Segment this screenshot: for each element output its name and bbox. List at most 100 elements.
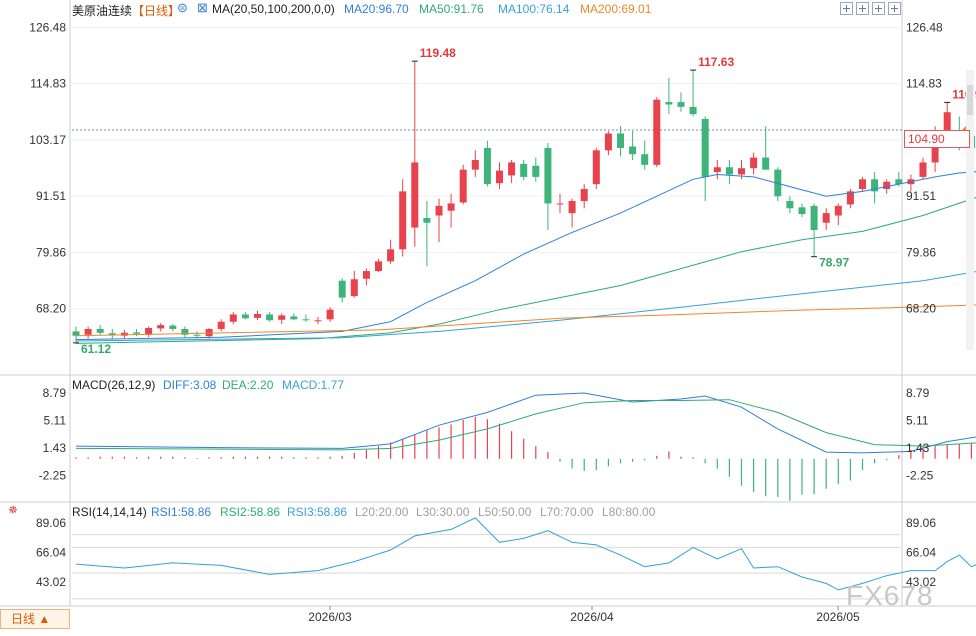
candle-body [496,170,503,184]
price-tick-right: 126.48 [906,20,943,34]
candle-body [181,328,189,335]
candle-body [157,325,165,329]
macd-tick-right: 5.11 [906,414,929,428]
macd-tick-left: -2.25 [39,469,67,483]
candle-body [459,169,467,203]
extreme-label: 117.63 [698,55,734,69]
candle-body [375,261,382,272]
candle-body [556,203,564,205]
candle-body [665,102,673,105]
settings-icon-ma[interactable]: ⊜ [177,0,188,15]
ma100-value: MA100:76.14 [498,2,570,16]
x-tick-label: 2026/04 [570,610,614,624]
candle-body [617,133,624,148]
candle-body [810,205,818,230]
candle-body [786,201,794,209]
price-tick-left: 91.51 [36,189,66,203]
rsi-tick-right: 43.02 [906,575,936,589]
candle-body [725,167,733,175]
candle-body [677,102,685,107]
candle-body [834,205,842,216]
x-tick-label: 2026/03 [308,610,352,624]
candle-body [641,154,649,165]
rsi-tick-left: 89.06 [36,516,66,530]
candle-body [145,328,153,335]
rsi-level-20: L20:20.00 [355,505,409,519]
rsi-tick-right: 89.06 [906,516,936,530]
candle-body [435,205,443,216]
crosshair-icon[interactable] [840,2,853,15]
ma200-value: MA200:69.01 [580,2,652,16]
candle-body [447,203,455,211]
price-tick-right: 68.20 [906,302,936,316]
candle-body [701,118,709,177]
rsi2-value: RSI2:58.86 [220,505,281,519]
candle-body [919,162,927,177]
price-tick-right: 91.51 [906,189,936,203]
candle-body [399,191,407,250]
candle-body [350,279,358,297]
price-tick-left: 79.86 [36,245,66,259]
candle-body [508,162,516,176]
macd-params: MACD(26,12,9) [72,378,156,392]
candle-body [169,325,177,329]
candle-body [895,179,903,185]
candle-body [859,179,866,189]
macd-tick-left: 1.43 [43,441,67,455]
rsi-line [75,517,976,591]
rsi-tick-right: 66.04 [906,546,936,560]
price-tick-left: 126.48 [29,20,66,34]
candle-body [871,179,879,192]
ma50-value: MA50:91.76 [419,2,484,16]
scrollbar-track[interactable] [966,70,974,350]
candle-body [205,328,213,337]
macd-diff-value: DIFF:3.08 [163,378,217,392]
settings-icon[interactable]: ✵ [8,503,18,517]
zoom-out-icon[interactable] [872,2,885,15]
candle-body [302,319,310,321]
candle-body [689,106,697,115]
price-tick-left: 103.17 [29,133,66,147]
zoom-in-icon[interactable] [856,2,869,15]
ma-line-ma100 [75,271,976,342]
price-tick-left: 114.83 [30,77,66,91]
rsi-level-70: L70:70.00 [540,505,594,519]
candle-body [762,157,770,170]
period-tab[interactable]: 日线 ▲ [0,609,70,629]
candle-body [314,320,322,322]
candle-body [883,181,891,189]
candle-body [72,331,80,336]
extreme-label: 61.12 [81,342,111,356]
candle-body [241,314,249,319]
candle-body [580,188,588,202]
candle-body [568,201,576,214]
fullscreen-icon[interactable] [888,2,901,15]
period-label[interactable]: 【日线】 [132,4,181,18]
ma-params: MA(20,50,100,200,0,0) [212,2,335,16]
rsi-level-30: L30:30.00 [416,505,470,519]
indicator-icon[interactable]: ⊠ [197,0,208,15]
macd-tick-right: -2.25 [906,469,934,483]
candle-body [84,328,92,335]
candle-body [338,280,346,298]
candle-body [544,147,552,204]
candle-body [943,112,951,136]
x-tick-label: 2026/05 [816,610,860,624]
candle-body [217,321,225,329]
price-tick-right: 79.86 [906,245,936,259]
macd-tick-right: 1.43 [906,441,930,455]
scrollbar-thumb[interactable] [967,85,973,115]
macd-value: MACD:1.77 [282,378,345,392]
candle-body [278,315,286,320]
candle-body [133,332,140,334]
extreme-label: 119.48 [420,46,456,60]
candle-body [822,213,830,223]
candle-body [653,99,661,165]
candle-body [423,217,431,223]
candle-body [604,133,612,151]
rsi-level-80: L80:80.00 [602,505,656,519]
rsi3-value: RSI3:58.86 [287,505,348,519]
candle-body [629,146,637,155]
